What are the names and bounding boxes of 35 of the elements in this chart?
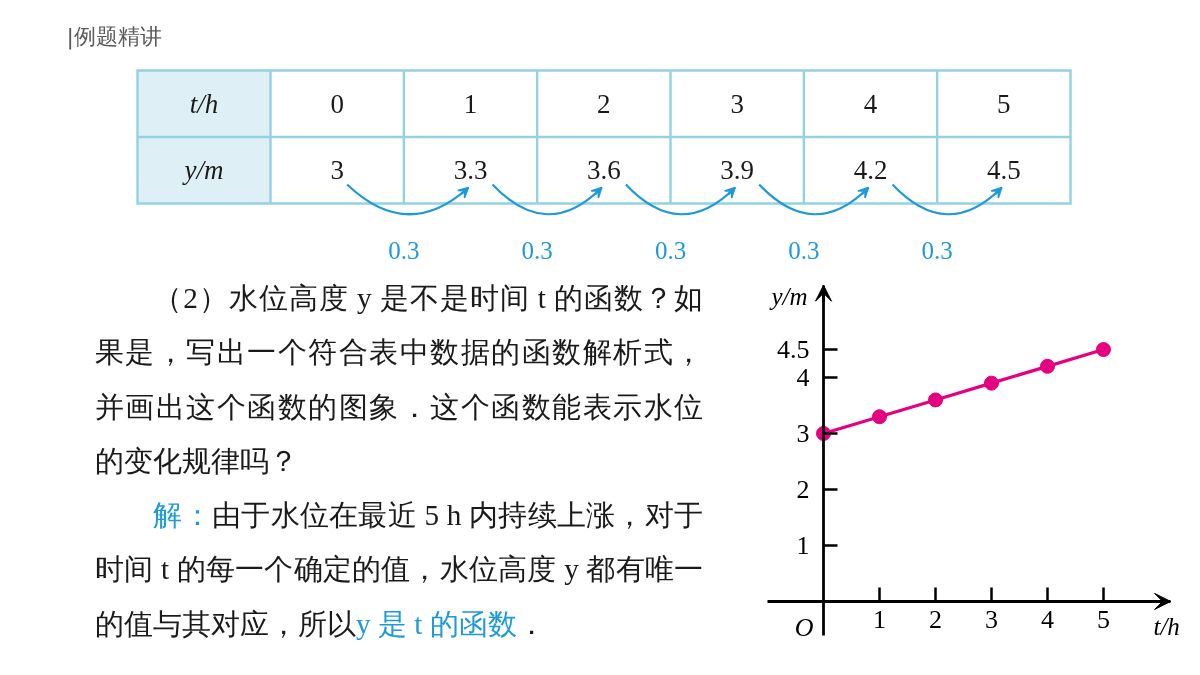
text: 0.3: [788, 237, 820, 264]
y-tick-label: 3: [796, 419, 810, 449]
x-axis-title: t/h: [1153, 613, 1180, 641]
text: 0.3: [521, 237, 553, 264]
text: ．: [516, 607, 546, 640]
x-tick-label: 3: [984, 605, 998, 635]
data-label: 3.9: [720, 155, 755, 186]
data-label: 4.2: [853, 155, 888, 186]
data-label: 3.6: [586, 155, 621, 186]
data-label: 4.5: [986, 155, 1021, 186]
x-tick-label: 2: [597, 88, 611, 119]
x-tick-label: 0: [330, 88, 344, 119]
x-tick-label: 5: [997, 88, 1011, 119]
y-tick-label: 4.5: [777, 335, 810, 365]
x-tick-label: 3: [730, 88, 744, 119]
text: （2）水位高度 y 是不是时间 t 的函数？如果是，写出一个符合表中数据的函数解析式，并画出这个函数的图象．这个函数能表示水位的变化规律吗？: [95, 281, 703, 479]
x-tick-label: 4: [1040, 605, 1054, 635]
x-tick-label: 1: [873, 605, 886, 635]
text: 0.3: [654, 237, 687, 264]
x-tick-label: 5: [1096, 605, 1110, 635]
data-label: 3.3: [453, 155, 488, 186]
annotation: O: [794, 613, 814, 643]
text: 0.3: [388, 237, 420, 264]
text: 解：: [153, 499, 212, 532]
y-tick-label: 4: [796, 363, 810, 393]
x-tick-label: 2: [928, 605, 942, 635]
text: 0.3: [921, 237, 953, 264]
text: y 是 t 的函数: [356, 607, 517, 640]
y-tick-label: 2: [796, 474, 810, 504]
y-tick-label: 1: [796, 530, 810, 560]
x-axis-title: t/h: [189, 88, 219, 119]
chart-title: |例题精讲: [66, 24, 162, 50]
data-label: 3: [330, 155, 344, 186]
x-tick-label: 1: [463, 88, 478, 119]
x-tick-label: 4: [863, 88, 878, 119]
